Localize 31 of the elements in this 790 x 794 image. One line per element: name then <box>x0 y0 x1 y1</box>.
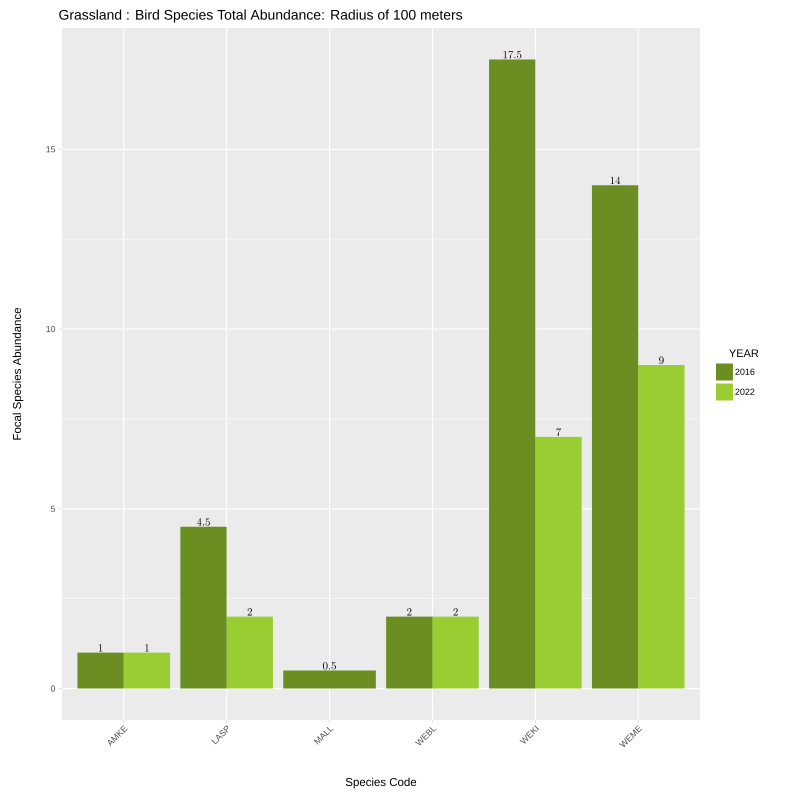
x-axis-title: Species Code <box>346 778 416 788</box>
legend-title: YEAR <box>729 349 758 358</box>
bar <box>489 59 536 689</box>
legend-label: 2016 <box>735 368 754 375</box>
bar <box>386 616 432 689</box>
data-label: 14 <box>610 176 620 184</box>
data-label: 1 <box>98 644 102 652</box>
legend-label: 2022 <box>735 388 754 395</box>
bar <box>77 652 124 689</box>
y-tick-label: 5 <box>50 506 56 512</box>
bar <box>638 365 685 689</box>
bar <box>180 526 227 689</box>
y-tick-label: 15 <box>46 146 56 152</box>
y-axis-title: Focal Species Abundance <box>12 308 24 440</box>
data-label: 2 <box>453 608 458 616</box>
bar <box>535 436 582 689</box>
chart-title: Grassland : Bird Species Total Abundance: Radius of 100 meters <box>59 9 462 22</box>
y-tick-label: 0 <box>50 685 56 692</box>
bar <box>592 185 638 689</box>
data-label: 7 <box>556 428 562 436</box>
data-label: 4.5 <box>196 518 210 526</box>
data-label: 9 <box>659 356 664 364</box>
data-label: 2 <box>407 608 412 616</box>
bar <box>124 652 170 689</box>
data-label: 17.5 <box>503 50 522 58</box>
bar <box>432 616 479 689</box>
data-label: 2 <box>248 608 252 616</box>
data-label: 0.5 <box>323 662 336 670</box>
bar <box>226 616 273 689</box>
y-tick-label: 10 <box>46 326 56 332</box>
data-label: 1 <box>145 644 149 652</box>
